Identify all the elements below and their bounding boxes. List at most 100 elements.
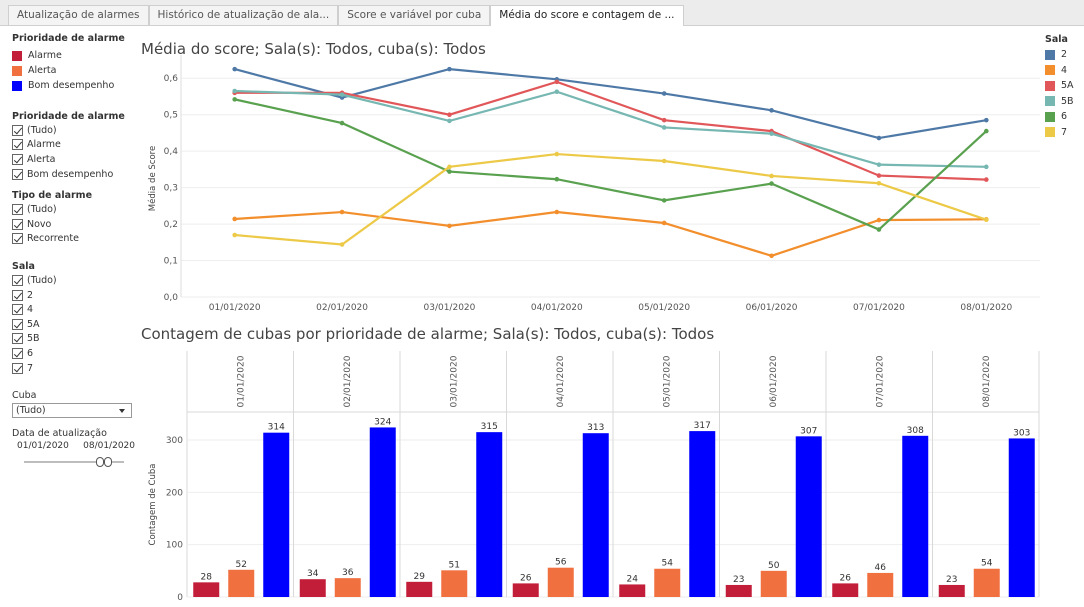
bar-panel-header: 03/01/2020 bbox=[449, 355, 459, 407]
priority-filter-checkbox-row[interactable]: Bom desempenho bbox=[12, 167, 137, 182]
checkbox-checked-icon[interactable] bbox=[12, 347, 23, 359]
line-point bbox=[232, 88, 237, 94]
bar-value-label: 303 bbox=[1013, 428, 1030, 438]
sala-swatch bbox=[1045, 80, 1055, 91]
priority-filter-checkbox-row[interactable]: Alarme bbox=[12, 138, 137, 153]
type-filter-checkbox-row[interactable]: Novo bbox=[12, 217, 137, 232]
bar-alarme bbox=[725, 584, 752, 597]
checkbox-checked-icon[interactable] bbox=[12, 289, 23, 301]
line-point bbox=[984, 117, 989, 123]
line-point bbox=[661, 158, 667, 164]
bar-value-label: 54 bbox=[981, 559, 993, 569]
line-point bbox=[232, 66, 237, 72]
checkbox-checked-icon[interactable] bbox=[12, 274, 23, 286]
line-point bbox=[769, 128, 774, 134]
cuba-filter-title: Cuba bbox=[12, 390, 37, 402]
sala-legend-item: 5A bbox=[1045, 78, 1074, 94]
line-point bbox=[661, 91, 667, 96]
sala-legend-label: 4 bbox=[1061, 64, 1068, 76]
checkbox-checked-icon[interactable] bbox=[12, 139, 23, 151]
bar-alerta bbox=[867, 572, 894, 597]
bar-value-label: 307 bbox=[800, 426, 817, 436]
tab-1[interactable]: Atualização de alarmes bbox=[8, 5, 149, 25]
bar-alarme bbox=[299, 579, 326, 597]
line-point bbox=[984, 217, 989, 222]
tab-2[interactable]: Histórico de atualização de ala... bbox=[148, 5, 339, 25]
type-filter-checkbox-row[interactable]: (Tudo) bbox=[12, 202, 137, 217]
chevron-down-icon bbox=[119, 409, 125, 414]
sala-filter-checkbox-label: 5A bbox=[27, 318, 40, 330]
bar-bom-desempenho bbox=[263, 432, 290, 597]
checkbox-checked-icon[interactable] bbox=[12, 318, 23, 330]
line-point bbox=[661, 117, 667, 123]
line-point bbox=[447, 169, 452, 174]
date-range-values: 01/01/2020 08/01/2020 bbox=[17, 441, 135, 451]
bar-panel-header: 08/01/2020 bbox=[982, 355, 992, 407]
priority-legend-item: Bom desempenho bbox=[12, 78, 137, 93]
date-slider-end-handle[interactable] bbox=[104, 457, 112, 468]
sala-filter-checkbox-label: (Tudo) bbox=[27, 274, 57, 286]
line-point bbox=[876, 162, 882, 167]
sala-legend-item: 2 bbox=[1045, 47, 1074, 63]
checkbox-checked-icon[interactable] bbox=[12, 233, 23, 245]
checkbox-checked-icon[interactable] bbox=[12, 204, 23, 216]
bar-value-label: 23 bbox=[946, 575, 957, 585]
sala-filter-checkbox-row[interactable]: 6 bbox=[12, 346, 137, 361]
bar-alarme bbox=[938, 584, 965, 597]
sala-filter-title: Sala bbox=[12, 261, 35, 273]
bar-value-label: 56 bbox=[555, 558, 567, 568]
bar-alarme bbox=[512, 583, 539, 597]
tab-3[interactable]: Score e variável por cuba bbox=[338, 5, 491, 25]
type-filter-title: Tipo de alarme bbox=[12, 190, 93, 202]
bar-value-label: 315 bbox=[481, 422, 498, 432]
date-start: 01/01/2020 bbox=[17, 441, 69, 452]
date-end: 08/01/2020 bbox=[83, 441, 135, 452]
line-point bbox=[554, 89, 560, 95]
sala-swatch bbox=[1045, 49, 1055, 60]
sala-legend-label: 6 bbox=[1061, 111, 1068, 123]
checkbox-checked-icon[interactable] bbox=[12, 153, 23, 165]
sala-filter-checkbox-row[interactable]: (Tudo) bbox=[12, 273, 137, 288]
checkbox-checked-icon[interactable] bbox=[12, 124, 23, 136]
line-chart-y-tick: 0,6 bbox=[164, 74, 179, 84]
bar-value-label: 46 bbox=[875, 563, 887, 573]
line-chart-x-tick: 01/01/2020 bbox=[209, 303, 261, 313]
bar-chart-title: Contagem de cubas por prioridade de alar… bbox=[141, 325, 715, 343]
checkbox-checked-icon[interactable] bbox=[12, 218, 23, 230]
priority-swatch bbox=[12, 50, 22, 61]
date-slider[interactable] bbox=[24, 457, 124, 468]
checkbox-checked-icon[interactable] bbox=[12, 362, 23, 374]
sala-legend-item: 4 bbox=[1045, 63, 1074, 79]
priority-filter-checkbox-row[interactable]: Alerta bbox=[12, 152, 137, 167]
line-point bbox=[876, 227, 882, 232]
sala-filter: Sala (Tudo) 2 4 5A 5B 6 7 bbox=[12, 261, 137, 375]
line-point bbox=[447, 223, 452, 229]
bar-panel-header: 05/01/2020 bbox=[662, 355, 672, 407]
sala-filter-checkbox-row[interactable]: 7 bbox=[12, 361, 137, 376]
checkbox-checked-icon[interactable] bbox=[12, 168, 23, 180]
line-point bbox=[232, 216, 237, 222]
sala-filter-checkbox-row[interactable]: 5A bbox=[12, 317, 137, 332]
sala-filter-checkbox-row[interactable]: 5B bbox=[12, 332, 137, 347]
date-slider-start-handle[interactable] bbox=[96, 457, 104, 468]
checkbox-checked-icon[interactable] bbox=[12, 333, 23, 345]
bar-bom-desempenho bbox=[476, 432, 503, 597]
bar-value-label: 23 bbox=[733, 575, 744, 585]
priority-filter-checkbox-row[interactable]: (Tudo) bbox=[12, 123, 137, 138]
sala-legend-item: 7 bbox=[1045, 125, 1074, 141]
sala-filter-checkbox-row[interactable]: 4 bbox=[12, 302, 137, 317]
cuba-dropdown[interactable]: (Tudo) bbox=[12, 403, 132, 419]
bar-value-label: 24 bbox=[627, 574, 639, 584]
bar-chart-y-tick: 100 bbox=[166, 541, 183, 551]
sala-filter-checkbox-label: 4 bbox=[27, 304, 34, 316]
bar-alerta bbox=[547, 567, 574, 597]
line-series-5A bbox=[234, 80, 987, 181]
line-chart-y-label: Média de Score bbox=[147, 146, 158, 211]
bar-value-label: 36 bbox=[342, 568, 354, 578]
line-point bbox=[984, 164, 989, 170]
tab-4[interactable]: Média do score e contagem de ... bbox=[490, 5, 684, 26]
checkbox-checked-icon[interactable] bbox=[12, 304, 23, 316]
sala-filter-checkbox-row[interactable]: 2 bbox=[12, 288, 137, 303]
type-filter-checkbox-row[interactable]: Recorrente bbox=[12, 232, 137, 247]
